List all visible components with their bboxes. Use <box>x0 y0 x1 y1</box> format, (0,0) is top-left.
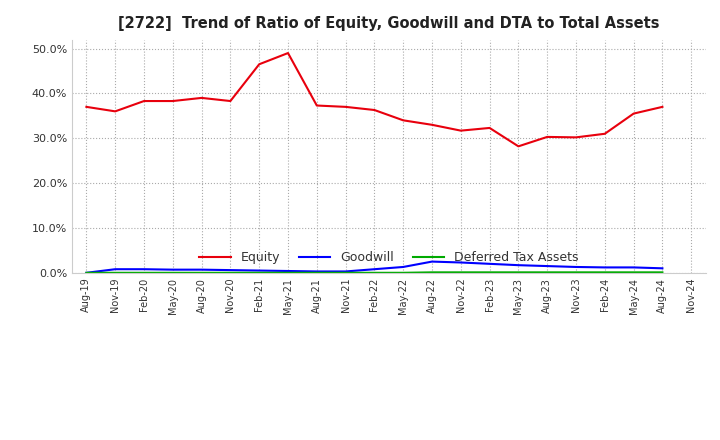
Equity <box>514 144 523 149</box>
Legend: Equity, Goodwill, Deferred Tax Assets: Equity, Goodwill, Deferred Tax Assets <box>194 246 583 269</box>
Deferred Tax Assets <box>197 270 206 275</box>
Equity <box>370 107 379 113</box>
Equity <box>341 104 350 110</box>
Goodwill <box>82 270 91 275</box>
Goodwill <box>399 264 408 270</box>
Deferred Tax Assets <box>514 270 523 275</box>
Deferred Tax Assets <box>312 270 321 275</box>
Goodwill <box>572 264 580 270</box>
Goodwill <box>197 267 206 272</box>
Equity <box>658 104 667 110</box>
Deferred Tax Assets <box>226 270 235 275</box>
Deferred Tax Assets <box>255 270 264 275</box>
Goodwill <box>456 260 465 265</box>
Deferred Tax Assets <box>399 270 408 275</box>
Deferred Tax Assets <box>629 270 638 275</box>
Goodwill <box>341 269 350 274</box>
Deferred Tax Assets <box>543 270 552 275</box>
Deferred Tax Assets <box>428 270 436 275</box>
Goodwill <box>658 266 667 271</box>
Deferred Tax Assets <box>600 270 609 275</box>
Equity <box>255 62 264 67</box>
Title: [2722]  Trend of Ratio of Equity, Goodwill and DTA to Total Assets: [2722] Trend of Ratio of Equity, Goodwil… <box>118 16 660 32</box>
Equity <box>197 95 206 101</box>
Deferred Tax Assets <box>140 270 148 275</box>
Equity <box>428 122 436 128</box>
Equity <box>140 99 148 104</box>
Equity <box>168 99 177 104</box>
Deferred Tax Assets <box>370 270 379 275</box>
Goodwill <box>370 267 379 272</box>
Equity <box>312 103 321 108</box>
Deferred Tax Assets <box>111 270 120 275</box>
Deferred Tax Assets <box>341 270 350 275</box>
Deferred Tax Assets <box>284 270 292 275</box>
Goodwill <box>140 267 148 272</box>
Deferred Tax Assets <box>485 270 494 275</box>
Equity <box>485 125 494 131</box>
Goodwill <box>629 265 638 270</box>
Goodwill <box>255 268 264 273</box>
Goodwill <box>312 269 321 274</box>
Equity <box>600 131 609 136</box>
Equity <box>572 135 580 140</box>
Deferred Tax Assets <box>168 270 177 275</box>
Goodwill <box>226 268 235 273</box>
Equity <box>543 134 552 139</box>
Goodwill <box>514 263 523 268</box>
Goodwill <box>485 261 494 267</box>
Equity <box>456 128 465 133</box>
Goodwill <box>284 268 292 274</box>
Goodwill <box>168 267 177 272</box>
Deferred Tax Assets <box>82 270 91 275</box>
Equity <box>111 109 120 114</box>
Equity <box>226 99 235 104</box>
Equity <box>284 51 292 56</box>
Line: Goodwill: Goodwill <box>86 262 662 273</box>
Goodwill <box>111 267 120 272</box>
Equity <box>629 111 638 116</box>
Equity <box>399 117 408 123</box>
Goodwill <box>543 264 552 269</box>
Deferred Tax Assets <box>572 270 580 275</box>
Line: Deferred Tax Assets: Deferred Tax Assets <box>86 272 662 273</box>
Goodwill <box>600 265 609 270</box>
Equity <box>82 104 91 110</box>
Line: Equity: Equity <box>86 53 662 147</box>
Deferred Tax Assets <box>658 270 667 275</box>
Deferred Tax Assets <box>456 270 465 275</box>
Goodwill <box>428 259 436 264</box>
